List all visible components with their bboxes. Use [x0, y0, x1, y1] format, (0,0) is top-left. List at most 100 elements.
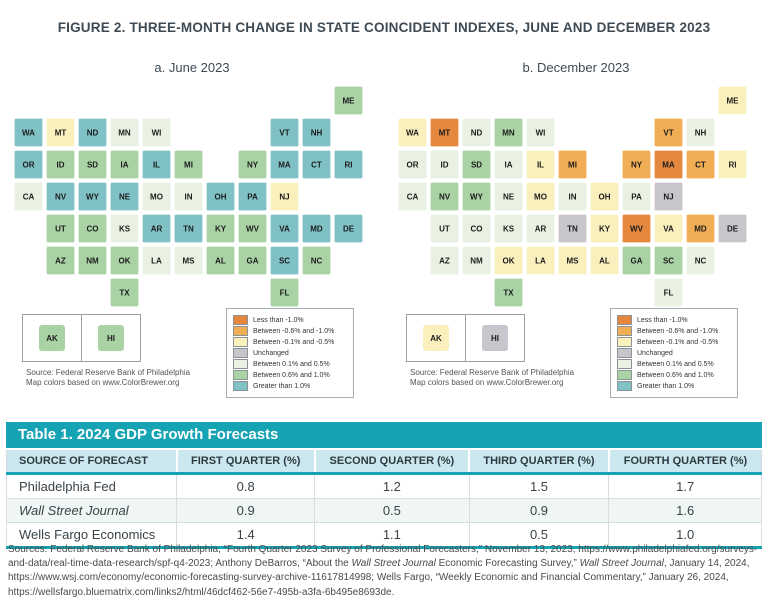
state-DE: [333, 213, 363, 244]
state-OR: [398, 149, 428, 180]
cell-q4: 1.7: [608, 473, 762, 499]
cell-q2: 0.5: [314, 498, 470, 523]
state-DE: [717, 213, 747, 244]
state-AL: [205, 245, 236, 276]
state-IN: [557, 181, 588, 212]
state-label-IN: IN: [185, 193, 193, 202]
state-WV: [237, 213, 268, 244]
legend-label: Between 0.6% and 1.0%: [637, 371, 714, 379]
panel-june-subtitle: a. June 2023: [154, 60, 230, 75]
state-label-KY: KY: [215, 225, 227, 234]
state-MS: [173, 245, 204, 276]
state-label-NC: NC: [695, 257, 707, 266]
state-label-CO: CO: [471, 225, 483, 234]
legend-label: Between 0.1% and 0.5%: [253, 360, 330, 368]
legend-item: Between -0.6% and -1.0%: [617, 326, 731, 336]
state-label-WY: WY: [86, 193, 100, 202]
column-header-0: SOURCE OF FORECAST: [6, 450, 177, 475]
state-VA: [653, 213, 684, 244]
state-CT: [301, 149, 332, 180]
legend-swatch: [233, 370, 248, 380]
state-UT: [45, 213, 76, 244]
table-row: Wells Fargo Economics 1.4 1.1 0.5 1.0: [6, 522, 762, 548]
state-label-SD: SD: [471, 161, 482, 170]
state-CA: [398, 181, 428, 212]
state-label-MS: MS: [567, 257, 580, 266]
legend-item: Between 0.6% and 1.0%: [233, 370, 347, 380]
state-WA: [14, 117, 44, 148]
state-KY: [205, 213, 236, 244]
state-MI: [557, 149, 588, 180]
state-label-NH: NH: [695, 129, 707, 138]
state-label-KS: KS: [503, 225, 515, 234]
state-MA: [653, 149, 684, 180]
state-label-CT: CT: [695, 161, 706, 170]
choropleth-map-june: ME WA MT ND MN WI VT NH OR ID SD IA IL MI NY MA CT RI CA NV…: [14, 86, 363, 307]
state-label-NM: NM: [86, 257, 99, 266]
state-OH: [589, 181, 620, 212]
state-label-TX: TX: [503, 289, 514, 298]
state-label-TN: TN: [567, 225, 578, 234]
state-label-SC: SC: [663, 257, 674, 266]
legend-item: Less than -1.0%: [617, 315, 731, 325]
state-OK: [109, 245, 140, 276]
cell-q3: 0.5: [468, 522, 609, 548]
state-TX: [493, 277, 524, 307]
state-TN: [557, 213, 588, 244]
state-VT: [653, 117, 684, 148]
legend-swatch: [617, 337, 632, 347]
state-AK: AK: [39, 325, 65, 351]
state-label-NV: NV: [55, 193, 67, 202]
state-OK: [493, 245, 524, 276]
legend-label: Between -0.1% and -0.5%: [253, 338, 335, 346]
state-label-WV: WV: [630, 225, 644, 234]
state-MI: [173, 149, 204, 180]
map-source-line2: Map colors based on www.ColorBrewer.org: [410, 378, 564, 388]
panel-december-subtitle: b. December 2023: [522, 60, 630, 75]
state-label-AL: AL: [215, 257, 226, 266]
state-label-MI: MI: [568, 161, 577, 170]
state-WV: [621, 213, 652, 244]
legend-swatch: [617, 326, 632, 336]
state-label-NY: NY: [631, 161, 643, 170]
state-MT: [429, 117, 460, 148]
state-ND: [77, 117, 108, 148]
state-SC: [269, 245, 300, 276]
state-label-UT: UT: [439, 225, 450, 234]
legend-label: Between 0.1% and 0.5%: [637, 360, 714, 368]
legend-label: Greater than 1.0%: [637, 382, 695, 390]
legend-item: Between -0.6% and -1.0%: [233, 326, 347, 336]
legend-label: Unchanged: [637, 349, 673, 357]
table-title: Table 1. 2024 GDP Growth Forecasts: [6, 422, 762, 448]
state-label-NE: NE: [119, 193, 131, 202]
state-SD: [461, 149, 492, 180]
inset-box-HI: HI: [81, 314, 141, 362]
state-VT: [269, 117, 300, 148]
state-label-MT: MT: [55, 129, 67, 138]
state-OR: [14, 149, 44, 180]
legend-item: Between -0.1% and -0.5%: [617, 337, 731, 347]
state-label-AZ: AZ: [55, 257, 66, 266]
state-NE: [109, 181, 140, 212]
state-label-IN: IN: [569, 193, 577, 202]
state-MO: [141, 181, 172, 212]
state-label-CA: CA: [407, 193, 419, 202]
state-MD: [301, 213, 332, 244]
state-IA: [493, 149, 524, 180]
state-KS: [109, 213, 140, 244]
state-MT: [45, 117, 76, 148]
legend-label: Less than -1.0%: [253, 316, 304, 324]
table-row: Wall Street Journal 0.9 0.5 0.9 1.6: [6, 498, 762, 523]
legend-label: Between 0.6% and 1.0%: [253, 371, 330, 379]
state-label-GA: GA: [247, 257, 259, 266]
column-header-3: THIRD QUARTER (%): [468, 450, 609, 475]
state-label-NH: NH: [311, 129, 323, 138]
legend-swatch: [617, 370, 632, 380]
state-GA: [237, 245, 268, 276]
state-IN: [173, 181, 204, 212]
cell-q1: 1.4: [176, 522, 315, 548]
legend-label: Between -0.1% and -0.5%: [637, 338, 719, 346]
inset-box-AK: AK: [22, 314, 82, 362]
state-KY: [589, 213, 620, 244]
state-label-MD: MD: [694, 225, 707, 234]
